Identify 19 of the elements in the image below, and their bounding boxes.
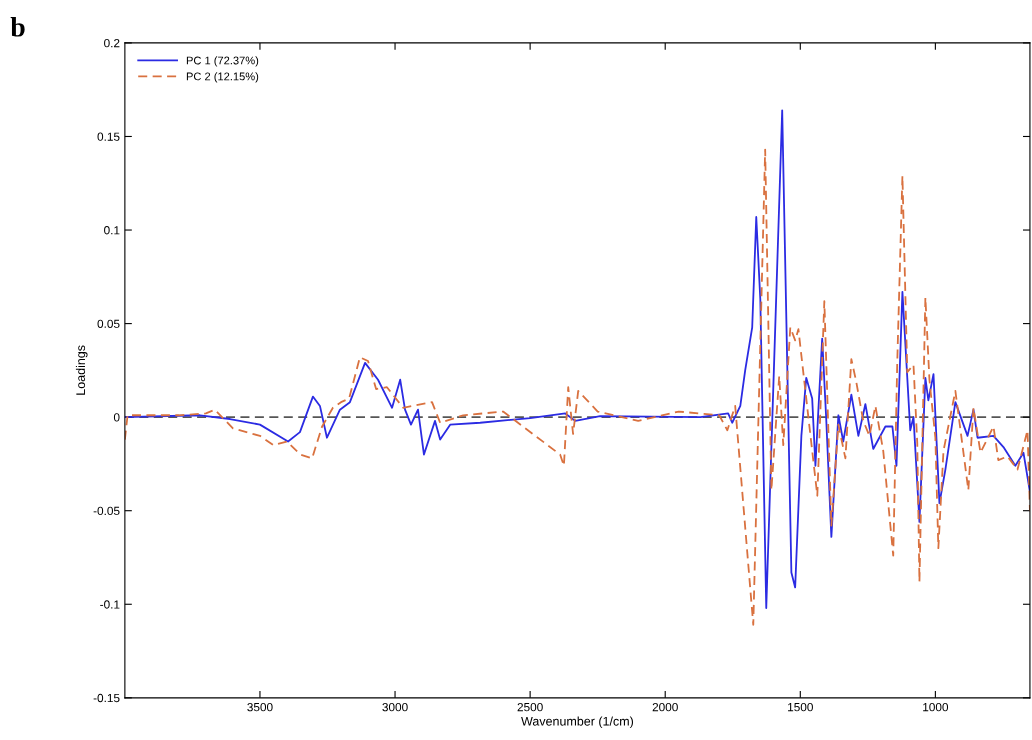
y-tick-label: 0.2 [104,38,120,48]
x-tick-label: 1000 [923,702,949,712]
y-tick-label: 0 [113,413,120,422]
y-tick-label: -0.05 [93,506,120,516]
text: b [10,17,25,37]
x-tick-label: 1500 [788,702,813,712]
x-tick-label: 3000 [382,702,408,712]
y-tick-label: 0.05 [97,319,120,328]
y-tick-label: -0.15 [93,693,120,703]
x-tick-label: 3500 [247,702,273,712]
y-tick-label: 0.15 [97,132,120,141]
y-axis-title: Loadings [75,345,88,395]
legend-label: PC 1 (72.37%) [186,56,259,67]
x-tick-label: 2500 [517,702,543,712]
y-tick-label: 0.1 [104,226,120,235]
y-tick-label: -0.1 [100,600,120,609]
legend-label: PC 2 (12.15%) [186,72,259,83]
x-tick-label: 2000 [652,702,678,712]
x-axis-title: Wavenumber (1/cm) [521,716,634,729]
